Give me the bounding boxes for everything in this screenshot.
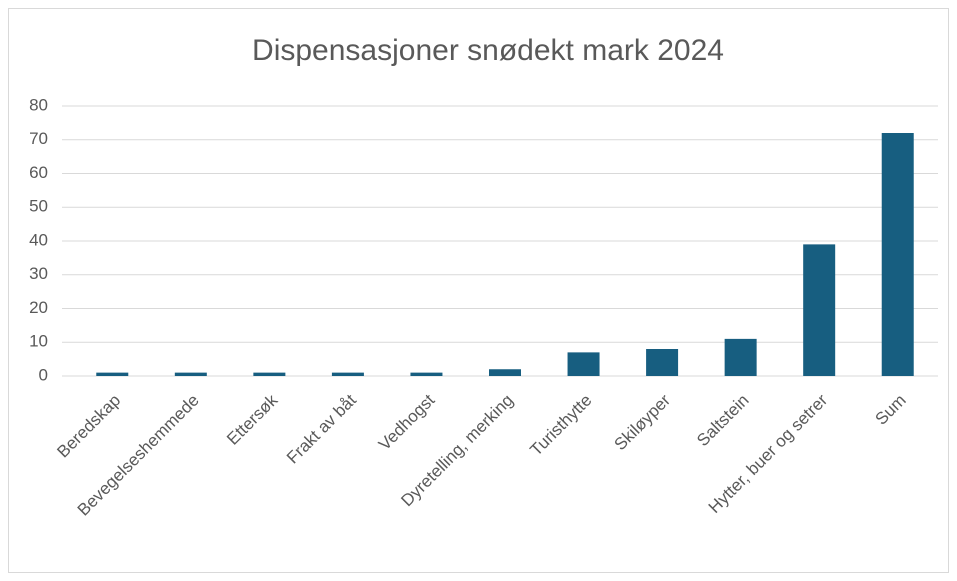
bar	[646, 349, 679, 376]
bar	[331, 372, 364, 376]
y-tick-label: 50	[29, 197, 48, 216]
bar	[96, 372, 129, 376]
bar	[803, 244, 836, 376]
y-tick-label: 30	[29, 264, 48, 283]
y-tick-label: 40	[29, 230, 48, 249]
bar	[174, 372, 207, 376]
y-tick-label: 80	[29, 95, 48, 114]
y-tick-label: 70	[29, 129, 48, 148]
bar	[410, 372, 443, 376]
y-tick-label: 10	[29, 332, 48, 351]
chart-border	[8, 8, 949, 573]
y-tick-label: 0	[39, 365, 48, 384]
bar	[253, 372, 286, 376]
chart-title: Dispensasjoner snødekt mark 2024	[252, 34, 724, 67]
bar	[489, 369, 521, 376]
bar	[881, 133, 914, 376]
bar	[724, 338, 757, 376]
y-tick-label: 60	[29, 163, 48, 182]
y-tick-label: 20	[29, 298, 48, 317]
bar	[567, 352, 600, 376]
